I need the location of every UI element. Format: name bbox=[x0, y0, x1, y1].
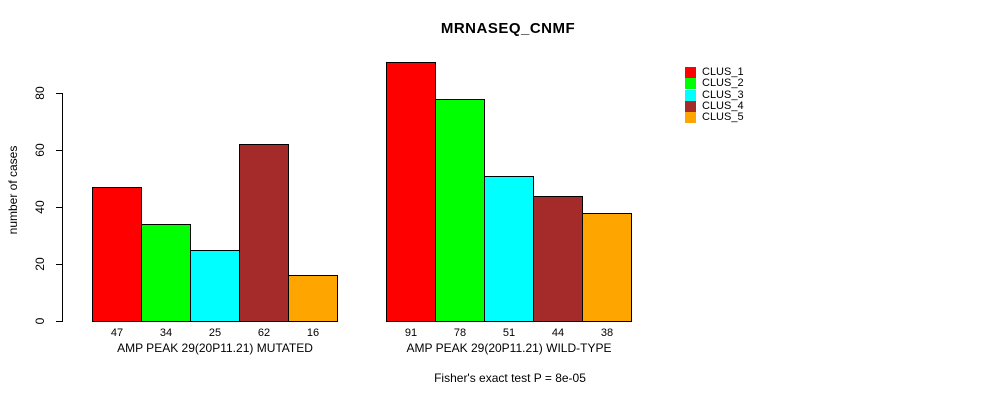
bar-clus_1-group-1 bbox=[92, 187, 142, 322]
legend-item: CLUS_1 bbox=[685, 67, 744, 78]
chart-title: MRNASEQ_CNMF bbox=[440, 20, 576, 37]
legend-item: CLUS_4 bbox=[685, 101, 744, 112]
legend-item: CLUS_5 bbox=[685, 112, 744, 123]
bar-value-label: 47 bbox=[110, 327, 124, 339]
bar-value-label: 51 bbox=[502, 327, 516, 339]
bar-clus_1-group-2 bbox=[386, 62, 436, 322]
bar-value-label: 62 bbox=[257, 327, 271, 339]
legend-item-label: CLUS_2 bbox=[702, 77, 744, 89]
y-axis-tick-label: 80 bbox=[33, 86, 47, 100]
x-axis-group-label: AMP PEAK 29(20P11.21) WILD-TYPE bbox=[406, 341, 612, 355]
legend-color-swatch-clus_4 bbox=[685, 101, 696, 112]
bar-value-label: 91 bbox=[404, 327, 418, 339]
y-axis-tick-label: 40 bbox=[33, 200, 47, 214]
y-axis-tick bbox=[56, 207, 62, 208]
y-axis-tick bbox=[56, 93, 62, 94]
y-axis-line bbox=[62, 93, 63, 322]
fisher-test-caption: Fisher's exact test P = 8e-05 bbox=[434, 371, 586, 385]
bar-clus_4-group-2 bbox=[533, 196, 583, 322]
bar-clus_3-group-2 bbox=[484, 176, 534, 322]
y-axis-tick bbox=[56, 264, 62, 265]
bar-clus_2-group-2 bbox=[435, 99, 485, 322]
y-axis-tick-label: 20 bbox=[33, 257, 47, 271]
legend-color-swatch-clus_2 bbox=[685, 78, 696, 89]
x-axis-group-label: AMP PEAK 29(20P11.21) MUTATED bbox=[117, 341, 313, 355]
bar-clus_4-group-1 bbox=[239, 144, 289, 322]
legend-color-swatch-clus_1 bbox=[685, 67, 696, 78]
bar-clus_5-group-1 bbox=[288, 275, 338, 322]
legend-item-label: CLUS_1 bbox=[702, 66, 744, 78]
y-axis-tick bbox=[56, 321, 62, 322]
y-axis-tick-label: 60 bbox=[33, 143, 47, 157]
legend-item-label: CLUS_5 bbox=[702, 111, 744, 123]
bar-value-label: 16 bbox=[306, 327, 320, 339]
y-axis-title: number of cases bbox=[6, 145, 20, 235]
bar-value-label: 25 bbox=[208, 327, 222, 339]
bar-clus_3-group-1 bbox=[190, 250, 240, 322]
bar-value-label: 78 bbox=[453, 327, 467, 339]
y-axis-tick-label: 0 bbox=[33, 317, 47, 325]
bar-value-label: 38 bbox=[600, 327, 614, 339]
bar-value-label: 44 bbox=[551, 327, 565, 339]
bar-value-label: 34 bbox=[159, 327, 173, 339]
legend-item-label: CLUS_3 bbox=[702, 89, 744, 101]
bar-clus_2-group-1 bbox=[141, 224, 191, 322]
legend-color-swatch-clus_5 bbox=[685, 112, 696, 123]
legend-item: CLUS_3 bbox=[685, 90, 744, 101]
legend-color-swatch-clus_3 bbox=[685, 90, 696, 101]
y-axis-tick bbox=[56, 150, 62, 151]
legend-item-label: CLUS_4 bbox=[702, 100, 744, 112]
legend-item: CLUS_2 bbox=[685, 78, 744, 89]
bar-clus_5-group-2 bbox=[582, 213, 632, 322]
